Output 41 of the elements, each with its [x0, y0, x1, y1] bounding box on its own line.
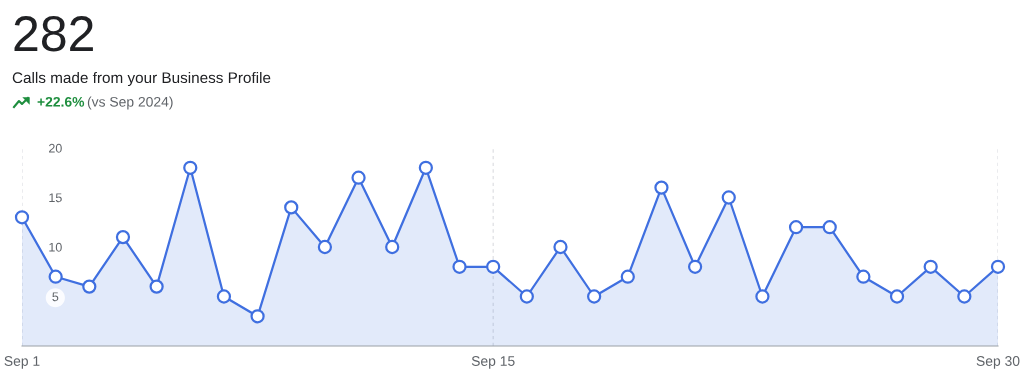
point [788, 220, 804, 235]
point [889, 289, 905, 304]
point [856, 269, 871, 284]
point [385, 239, 400, 255]
x-tick-label: Sep 1 [4, 356, 40, 369]
point [721, 190, 736, 205]
point [687, 259, 703, 274]
point [48, 269, 63, 284]
x-tick-label: Sep 15 [471, 356, 515, 369]
point [755, 289, 770, 304]
text: +22.6% [37, 96, 85, 107]
point [654, 180, 669, 195]
y-tick-label: 20 [49, 143, 62, 153]
point [284, 200, 299, 215]
point [519, 289, 534, 304]
y-tick-label: 15 [49, 193, 62, 203]
point [452, 259, 467, 274]
point [923, 259, 938, 274]
point [620, 269, 635, 284]
point [553, 239, 568, 255]
point [216, 289, 232, 304]
point [14, 210, 30, 225]
point [250, 309, 265, 324]
point [351, 170, 366, 185]
point [822, 220, 837, 235]
point [418, 160, 433, 175]
x-tick-label: Sep 30 [976, 356, 1020, 369]
point [317, 239, 333, 255]
chart-subtitle: Calls made from your Business Profile [12, 71, 271, 87]
point [82, 279, 97, 294]
y-tick-label: 5 [52, 292, 59, 302]
point [990, 259, 1006, 274]
point [115, 229, 131, 245]
point [957, 289, 972, 304]
text: (vs Sep 2024) [87, 96, 173, 110]
y-tick-label: 10 [49, 242, 62, 252]
point [183, 160, 198, 175]
chart-title: 282 [14, 16, 93, 52]
point [587, 289, 602, 304]
point [149, 279, 164, 294]
point [486, 259, 501, 274]
